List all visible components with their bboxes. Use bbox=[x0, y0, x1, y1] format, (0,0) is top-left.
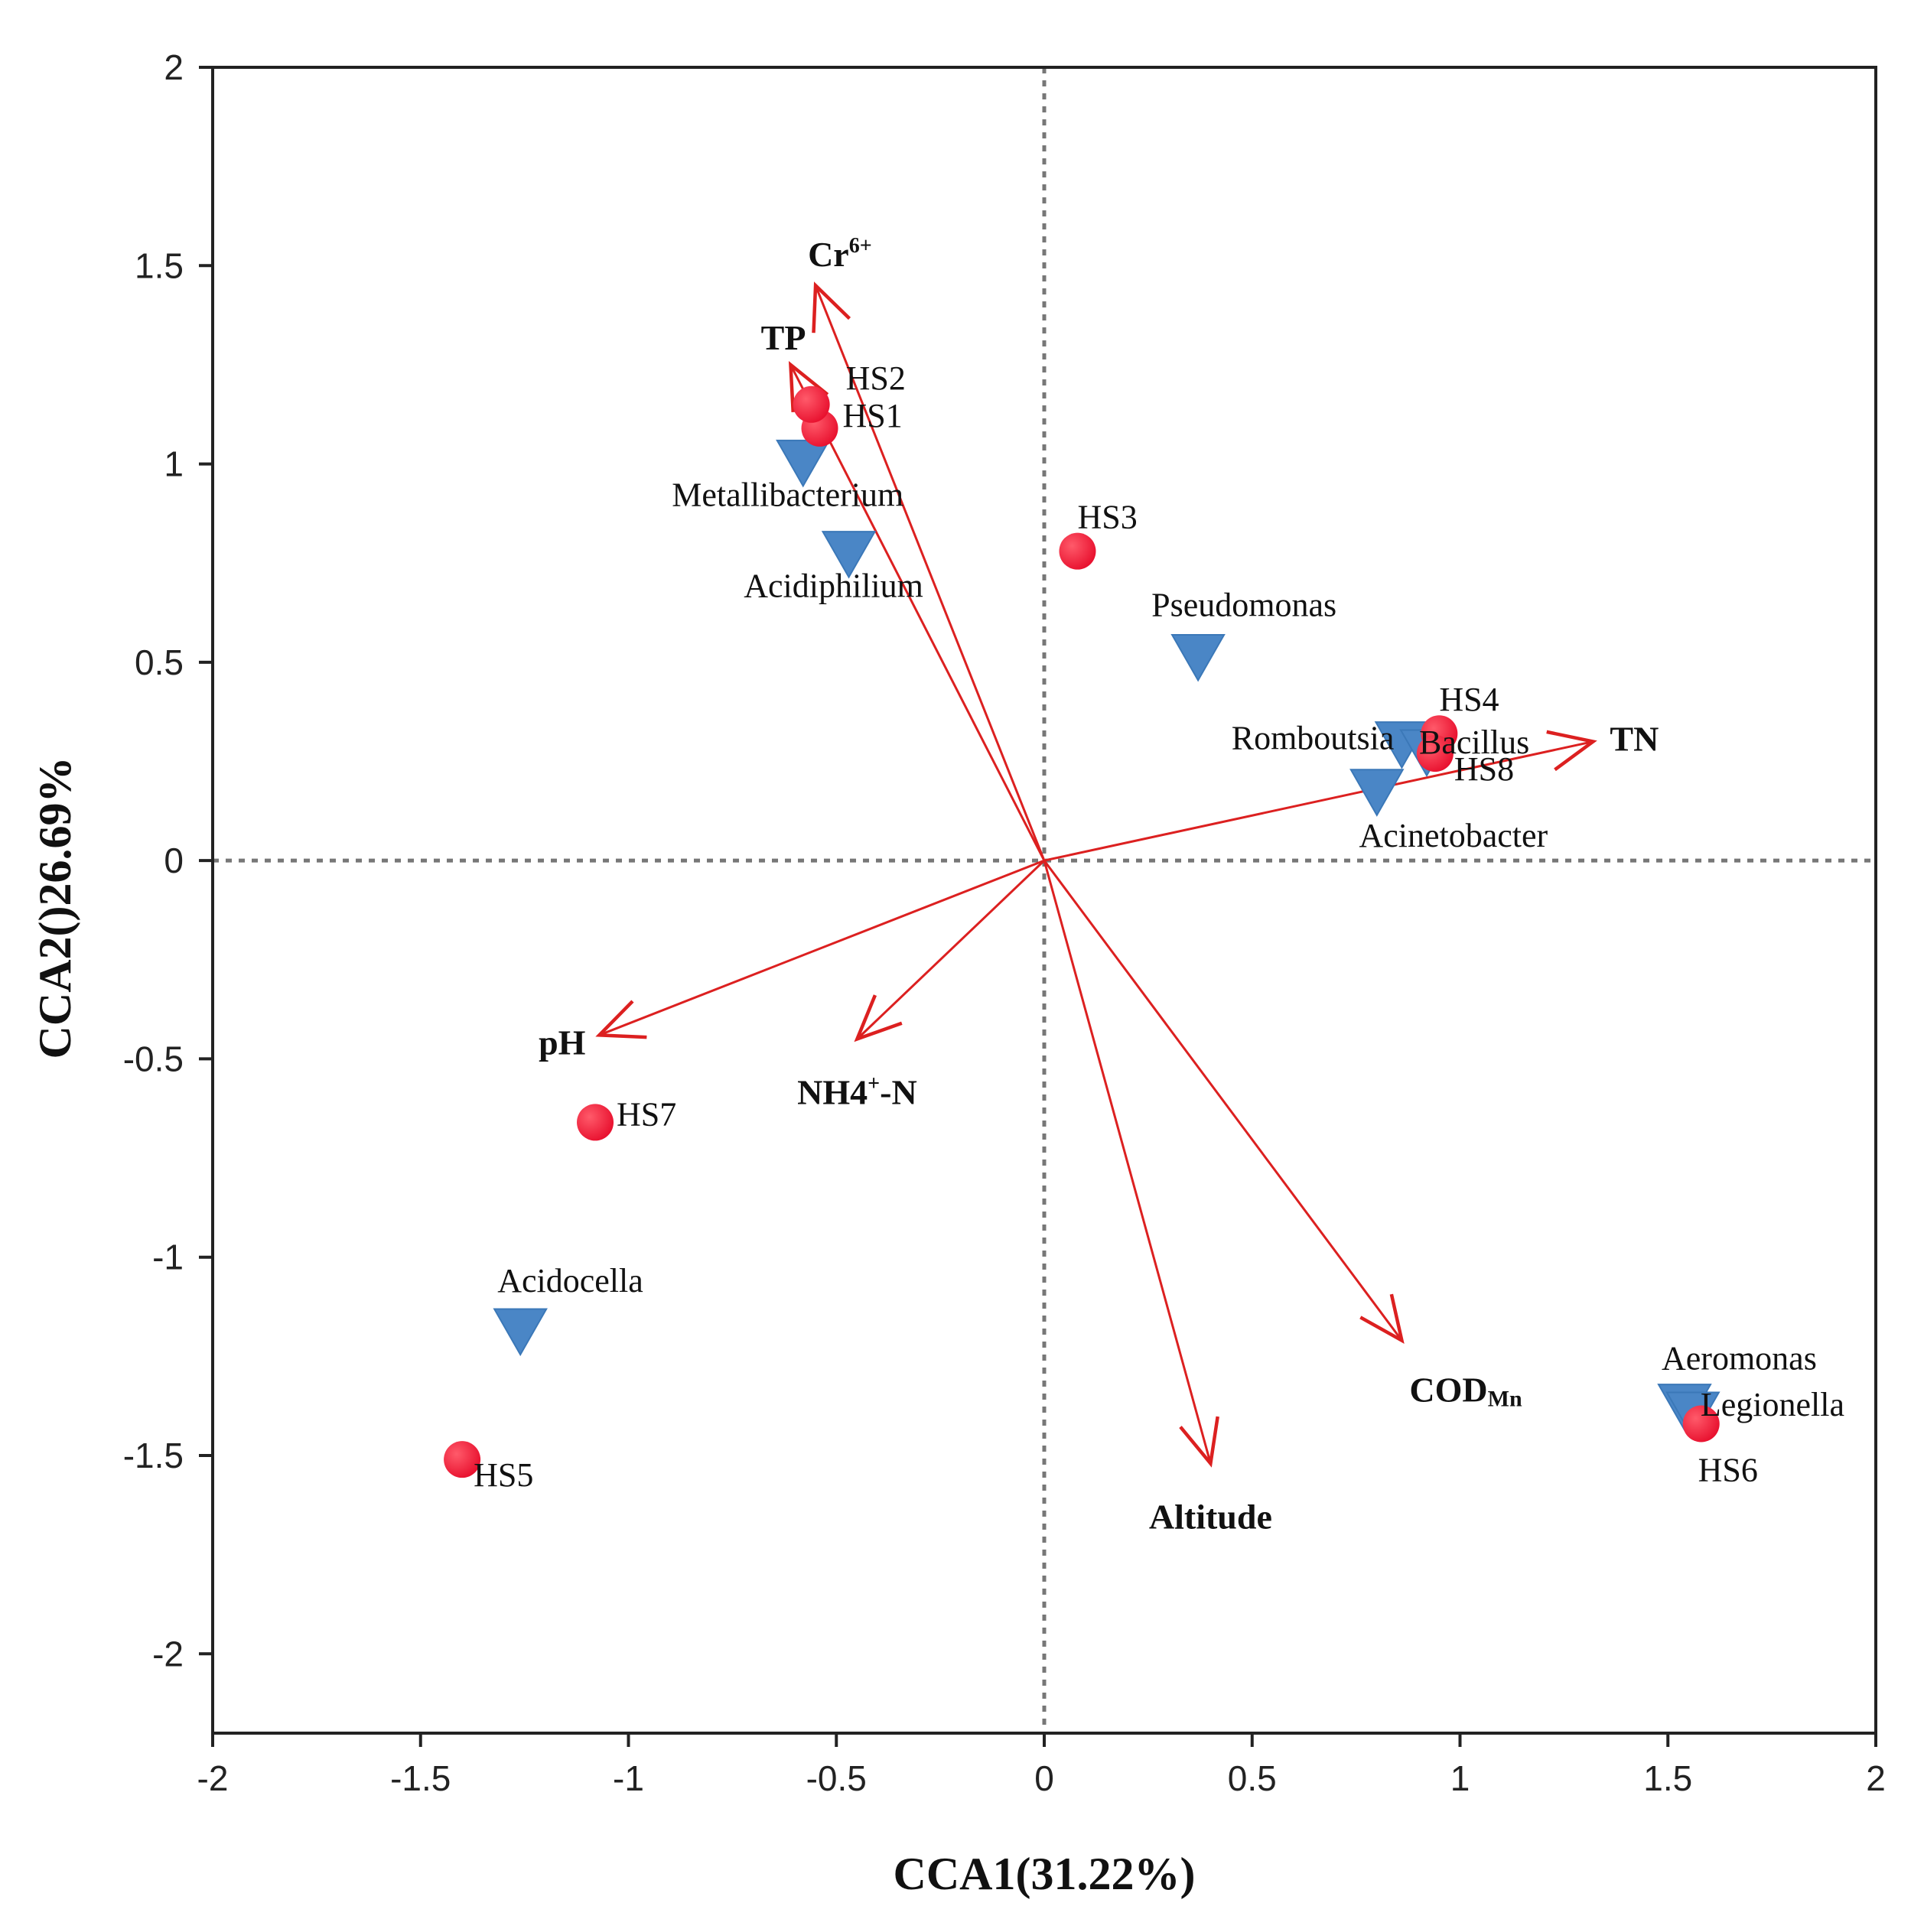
sample-marker-hs3 bbox=[1059, 532, 1096, 570]
vector-arrowhead-cr bbox=[812, 281, 851, 333]
x-tick-label-1: -1.5 bbox=[390, 1758, 451, 1798]
point-labels: Cr6+ TP TN pH NH4+-N CODMn Altitude Metallibact… bbox=[474, 234, 1844, 1536]
sample-label-hs6: HS6 bbox=[1698, 1452, 1758, 1489]
genus-label-bacillus: Bacillus bbox=[1419, 724, 1529, 761]
sample-marker-hs6 bbox=[1682, 1405, 1720, 1442]
y-tick-label-6: 1 bbox=[164, 444, 184, 484]
x-axis-title: CCA1(31.22%) bbox=[894, 1849, 1196, 1899]
environment-vectors bbox=[595, 281, 1597, 1468]
genus-label-aeromonas: Aeromonas bbox=[1662, 1340, 1817, 1377]
vector-arrowhead-tp bbox=[788, 361, 829, 412]
genus-label-pseudomonas: Pseudomonas bbox=[1151, 586, 1336, 623]
x-tick-label-5: 0.5 bbox=[1228, 1758, 1277, 1798]
vector-label-cod: CODMn bbox=[1409, 1371, 1522, 1412]
genus-label-legionella: Legionella bbox=[1701, 1386, 1844, 1423]
vector-line-ph bbox=[598, 859, 1045, 1036]
sample-label-hs1: HS1 bbox=[843, 397, 903, 434]
vector-arrowhead-tn bbox=[1546, 730, 1597, 772]
y-tick-label-0: -2 bbox=[152, 1634, 184, 1673]
x-tick-label-3: -0.5 bbox=[806, 1758, 867, 1798]
genus-marker-acidiphilium bbox=[821, 531, 877, 579]
genus-marker-metallibacterium bbox=[776, 439, 831, 488]
reference-lines bbox=[213, 67, 1876, 1733]
x-tick-label-8: 2 bbox=[1866, 1758, 1886, 1798]
sample-marker-hs5 bbox=[444, 1441, 481, 1478]
genus-marker-pseudomonas bbox=[1170, 633, 1226, 682]
vector-line-nh4 bbox=[856, 860, 1046, 1040]
genus-label-metallibacterium: Metallibacterium bbox=[672, 476, 903, 513]
vector-label-tp: TP bbox=[761, 318, 806, 357]
x-tick-label-4: 0 bbox=[1034, 1758, 1054, 1798]
sample-label-hs3: HS3 bbox=[1077, 499, 1137, 536]
vector-arrowhead-altitude bbox=[1179, 1416, 1219, 1468]
sample-label-hs4: HS4 bbox=[1439, 681, 1499, 718]
x-tick-label-6: 1 bbox=[1450, 1758, 1470, 1798]
y-tick-label-1: -1.5 bbox=[123, 1436, 184, 1475]
vector-label-tn: TN bbox=[1610, 720, 1659, 759]
vector-line-cod bbox=[1043, 860, 1403, 1342]
vector-line-altitude bbox=[1043, 860, 1212, 1464]
y-axis-title: CCA2()26.69% bbox=[30, 757, 80, 1059]
genus-label-acidiphilium: Acidiphilium bbox=[744, 568, 923, 605]
y-tick-label-3: -0.5 bbox=[123, 1039, 184, 1078]
sample-marker-hs7 bbox=[577, 1104, 614, 1141]
vector-label-cr: Cr6+ bbox=[808, 234, 872, 274]
y-tick-label-5: 0.5 bbox=[135, 642, 184, 682]
vector-line-tn bbox=[1043, 740, 1594, 862]
x-tick-label-0: -2 bbox=[197, 1758, 229, 1798]
sample-label-hs2: HS2 bbox=[846, 359, 906, 397]
sample-label-hs8: HS8 bbox=[1454, 750, 1514, 788]
genus-label-acidocella: Acidocella bbox=[497, 1262, 643, 1299]
genus-marker-acidocella bbox=[493, 1308, 548, 1357]
sample-label-hs7: HS7 bbox=[617, 1095, 676, 1133]
y-tick-label-2: -1 bbox=[152, 1238, 184, 1277]
genus-label-acinetobacter: Acinetobacter bbox=[1359, 817, 1548, 854]
y-tick-label-7: 1.5 bbox=[135, 246, 184, 285]
sample-markers bbox=[444, 385, 1720, 1478]
genus-marker-acinetobacter bbox=[1349, 769, 1405, 817]
x-tick-label-7: 1.5 bbox=[1643, 1758, 1692, 1798]
genus-label-romboutsia: Romboutsia bbox=[1232, 720, 1395, 757]
vector-line-cr bbox=[814, 285, 1046, 861]
axis-ticks: -2 -1.5 -1 -0.5 0 0.5 1 1.5 2 -2 -1.5 -1 -0.5 0 0.5 1 1.… bbox=[123, 47, 1886, 1798]
y-tick-label-8: 2 bbox=[164, 47, 184, 87]
vector-arrowhead-cod bbox=[1359, 1293, 1405, 1345]
x-tick-label-2: -1 bbox=[613, 1758, 644, 1798]
vector-line-tp bbox=[789, 364, 1046, 861]
y-tick-label-4: 0 bbox=[164, 841, 184, 880]
sample-marker-hs8 bbox=[1416, 735, 1454, 772]
vector-label-ph: pH bbox=[539, 1023, 586, 1062]
vector-arrowhead-nh4 bbox=[854, 994, 903, 1042]
vector-label-altitude: Altitude bbox=[1149, 1497, 1272, 1536]
vector-arrowhead-ph bbox=[595, 1000, 647, 1039]
sample-marker-hs2 bbox=[793, 385, 830, 423]
vector-label-nh4: NH4+-N bbox=[797, 1072, 917, 1112]
sample-label-hs5: HS5 bbox=[474, 1456, 533, 1494]
